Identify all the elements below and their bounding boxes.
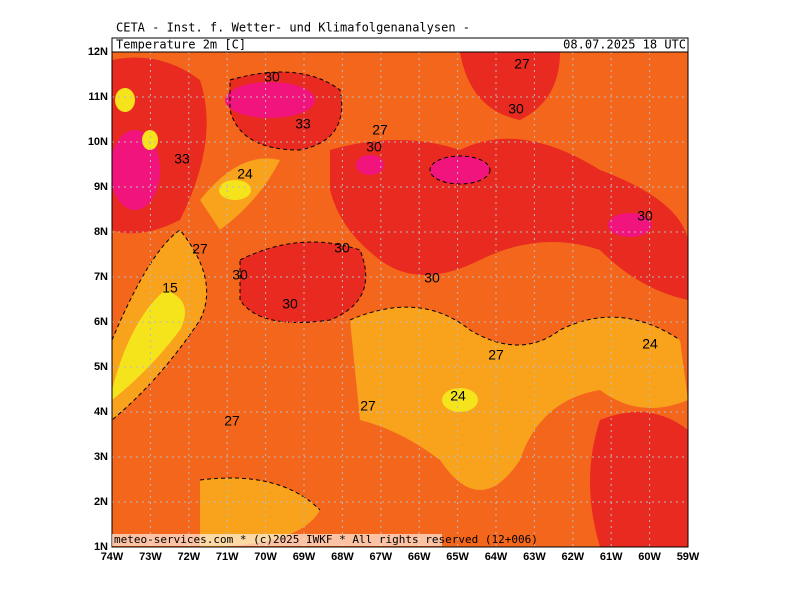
contour-label: 27 bbox=[514, 56, 530, 72]
lon-label: 63W bbox=[523, 551, 546, 563]
lon-label: 68W bbox=[331, 551, 354, 563]
footer-box bbox=[112, 534, 442, 546]
contour-label: 33 bbox=[174, 151, 190, 167]
contour-label: 27 bbox=[224, 413, 240, 429]
lat-label: 10N bbox=[88, 136, 108, 148]
lat-label: 2N bbox=[94, 496, 108, 508]
lat-label: 11N bbox=[88, 91, 108, 103]
lat-label: 12N bbox=[88, 46, 108, 58]
header-title: CETA - Inst. f. Wetter- und Klimafolgena… bbox=[116, 21, 470, 35]
field-label: Temperature 2m [C] bbox=[116, 38, 246, 52]
footer: meteo-services.com * (c)2025 IWKF * All … bbox=[114, 533, 538, 546]
contour-label: 15 bbox=[162, 280, 178, 296]
lon-label: 62W bbox=[561, 551, 584, 563]
contour-label: 27 bbox=[372, 122, 388, 138]
lon-label: 67W bbox=[369, 551, 392, 563]
lon-label: 59W bbox=[677, 551, 700, 563]
contour-label: 27 bbox=[192, 241, 208, 257]
lat-label: 9N bbox=[94, 181, 108, 193]
lat-label: 3N bbox=[94, 451, 108, 463]
lon-label: 69W bbox=[293, 551, 316, 563]
contour-label: 30 bbox=[424, 270, 440, 286]
contour-label: 30 bbox=[232, 267, 248, 283]
contour-label: 27 bbox=[360, 398, 376, 414]
lon-label: 64W bbox=[485, 551, 508, 563]
contour-label: 24 bbox=[642, 336, 658, 352]
lon-label: 70W bbox=[254, 551, 277, 563]
contour-label: 30 bbox=[334, 240, 350, 256]
lon-label: 72W bbox=[177, 551, 200, 563]
lat-label: 7N bbox=[94, 271, 108, 283]
contour-label: 24 bbox=[450, 388, 466, 404]
lon-label: 71W bbox=[216, 551, 239, 563]
contour-label: 24 bbox=[237, 166, 253, 182]
lat-label: 8N bbox=[94, 226, 108, 238]
lon-label: 73W bbox=[139, 551, 162, 563]
lon-label: 65W bbox=[446, 551, 469, 563]
contour-label: 30 bbox=[366, 139, 382, 155]
map-frame bbox=[111, 51, 689, 548]
contour-label: 30 bbox=[282, 296, 298, 312]
lat-label: 1N bbox=[94, 541, 108, 553]
lat-label: 6N bbox=[94, 316, 108, 328]
contour-label: 30 bbox=[508, 101, 524, 117]
contour-label: 33 bbox=[295, 116, 311, 132]
contour-label: 30 bbox=[264, 69, 280, 85]
contour-label: 27 bbox=[488, 347, 504, 363]
lon-label: 60W bbox=[638, 551, 661, 563]
lat-label: 5N bbox=[94, 361, 108, 373]
lon-label: 61W bbox=[600, 551, 623, 563]
lon-label: 66W bbox=[408, 551, 431, 563]
temperature-field bbox=[112, 52, 688, 547]
lat-label: 4N bbox=[94, 406, 108, 418]
contour-label: 30 bbox=[637, 208, 653, 224]
valid-time: 08.07.2025 18 UTC bbox=[563, 38, 686, 52]
lon-label: 74W bbox=[101, 551, 124, 563]
